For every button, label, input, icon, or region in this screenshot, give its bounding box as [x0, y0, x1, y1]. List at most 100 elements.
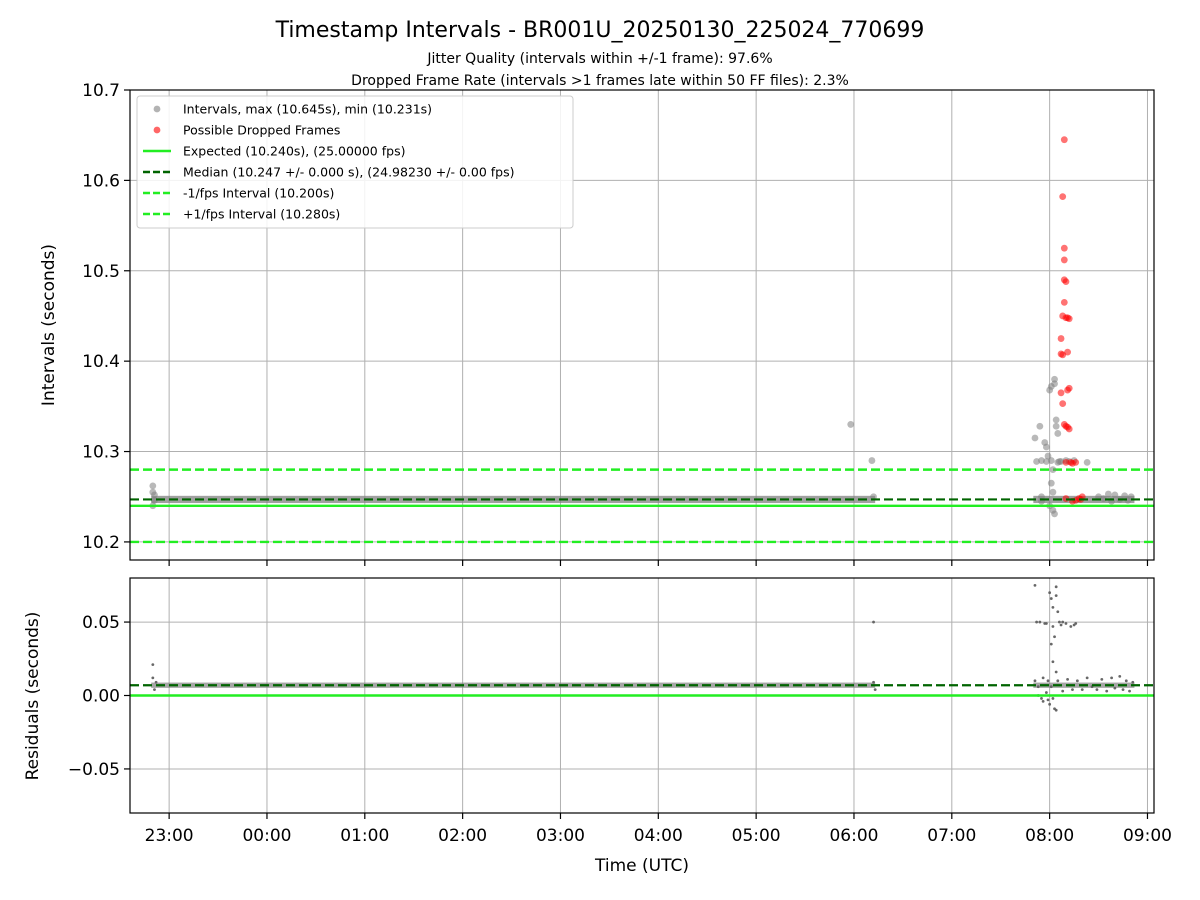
- residuals-point: [1051, 697, 1055, 700]
- residuals-point: [1033, 583, 1037, 587]
- intervals-point: [1052, 422, 1060, 430]
- dropped-frame-point: [1065, 425, 1073, 433]
- figure-subtitle-jitter: Jitter Quality (intervals within +/-1 fr…: [426, 51, 772, 67]
- residuals-point: [1048, 702, 1052, 706]
- intervals-point: [1042, 443, 1050, 451]
- residuals-point: [872, 620, 875, 624]
- dropped-frame-point: [1060, 244, 1068, 252]
- intervals-y-tick-label: 10.3: [82, 443, 120, 463]
- dropped-frame-point: [1060, 256, 1068, 264]
- residuals-point: [1041, 676, 1045, 680]
- residuals-point: [1051, 605, 1055, 609]
- residuals-point: [1124, 679, 1128, 683]
- dropped-frame-point: [1062, 458, 1070, 466]
- intervals-y-axis-label: Intervals (seconds): [39, 244, 59, 406]
- intervals-point: [1036, 422, 1044, 430]
- intervals-series-intervals: [149, 375, 1135, 518]
- x-tick-label: 04:00: [634, 826, 683, 846]
- legend-entry-label: Expected (10.240s), (25.00000 fps): [183, 144, 405, 159]
- intervals-point: [1049, 466, 1057, 474]
- intervals-y-tick-label: 10.6: [82, 171, 120, 191]
- intervals-panel: 10.2 10.3 10.4 10.5 10.6 10.7 Intervals, max (…: [82, 81, 1155, 566]
- residuals-panel: −0.05 0.00 0.05 23:00 00:00 01:00 02:00 03:00 04…: [68, 577, 1172, 846]
- residuals-point: [1053, 635, 1056, 639]
- dropped-frame-point: [1062, 278, 1070, 286]
- legend-box: [136, 95, 574, 229]
- legend-marker: [153, 126, 161, 134]
- residuals-point: [1044, 622, 1048, 625]
- residuals-point: [1095, 688, 1099, 692]
- residuals-point: [151, 676, 155, 680]
- intervals-point: [847, 421, 855, 428]
- intervals-axes-frame: [129, 89, 1155, 561]
- residuals-point: [154, 680, 158, 684]
- x-tick-label: 08:00: [1025, 826, 1074, 846]
- residuals-point: [151, 663, 155, 667]
- x-tick-label: 07:00: [927, 826, 976, 846]
- legend: Intervals, max (10.645s), min (10.231s) P…: [136, 95, 574, 229]
- residuals-y-tick-label: 0.00: [82, 687, 120, 707]
- residuals-point: [1054, 585, 1058, 589]
- residuals-point: [1054, 670, 1058, 674]
- residuals-series-residuals: [151, 583, 1135, 712]
- residuals-point: [1054, 708, 1058, 712]
- residuals-y-tick-label: −0.05: [68, 760, 120, 780]
- x-tick-label: 03:00: [536, 826, 585, 846]
- intervals-y-tick-label: 10.2: [82, 533, 120, 553]
- residuals-point: [1128, 689, 1131, 693]
- residuals-point: [1100, 677, 1104, 681]
- dropped-frame-point: [1059, 351, 1067, 359]
- intervals-y-tick-label: 10.4: [82, 352, 120, 372]
- residuals-point: [1033, 679, 1037, 683]
- legend-marker: [153, 105, 161, 113]
- intervals-point: [1047, 479, 1055, 487]
- residuals-point: [1054, 594, 1058, 598]
- residuals-fit-lines: [130, 684, 1154, 697]
- residuals-point: [1080, 688, 1084, 692]
- intervals-y-tick-label: 10.5: [82, 262, 120, 282]
- legend-entry-label: Intervals, max (10.645s), min (10.231s): [183, 102, 432, 117]
- x-tick-label: 00:00: [242, 826, 291, 846]
- residuals-point: [1071, 688, 1074, 692]
- dropped-frame-point: [1072, 458, 1080, 466]
- dropped-frame-point: [1059, 193, 1067, 201]
- residuals-y-axis-label: Residuals (seconds): [23, 612, 43, 781]
- residuals-point: [1059, 623, 1063, 627]
- residuals-point: [1056, 610, 1060, 614]
- x-axis-label: Time (UTC): [594, 856, 689, 876]
- intervals-reference-lines: [130, 468, 1154, 544]
- intervals-point: [1052, 416, 1060, 424]
- residuals-point: [873, 688, 877, 692]
- residuals-y-tick-label: 0.05: [82, 613, 120, 633]
- legend-entry-label: Median (10.247 +/- 0.000 s), (24.98230 +…: [183, 165, 514, 180]
- residuals-point: [153, 688, 156, 692]
- residuals-point: [1118, 675, 1122, 678]
- residuals-point: [1105, 689, 1109, 693]
- intervals-point: [1051, 510, 1058, 518]
- residuals-point: [1056, 679, 1060, 683]
- residuals-point: [1064, 622, 1068, 625]
- residuals-point: [1049, 642, 1053, 646]
- x-tick-label: 23:00: [145, 826, 194, 846]
- dropped-frame-point: [1057, 389, 1065, 397]
- intervals-point: [1031, 434, 1039, 442]
- dropped-frame-point: [1060, 136, 1068, 144]
- residuals-point: [1085, 676, 1089, 680]
- dropped-frame-point: [1064, 386, 1071, 394]
- residuals-point: [1069, 625, 1073, 628]
- residuals-point: [1113, 686, 1117, 690]
- intervals-point: [1111, 491, 1119, 499]
- residuals-point: [1061, 689, 1065, 693]
- residuals-point: [1075, 679, 1079, 683]
- residuals-point: [1040, 697, 1043, 700]
- intervals-point: [868, 457, 876, 464]
- residuals-point: [1044, 691, 1048, 694]
- x-tick-label: 05:00: [732, 826, 781, 846]
- residuals-point: [872, 680, 875, 684]
- legend-entry-label: +1/fps Interval (10.280s): [183, 207, 340, 222]
- dropped-frame-point: [1060, 299, 1068, 306]
- residuals-point: [1035, 620, 1038, 624]
- residuals-point: [1048, 591, 1052, 595]
- residuals-point: [1131, 680, 1135, 684]
